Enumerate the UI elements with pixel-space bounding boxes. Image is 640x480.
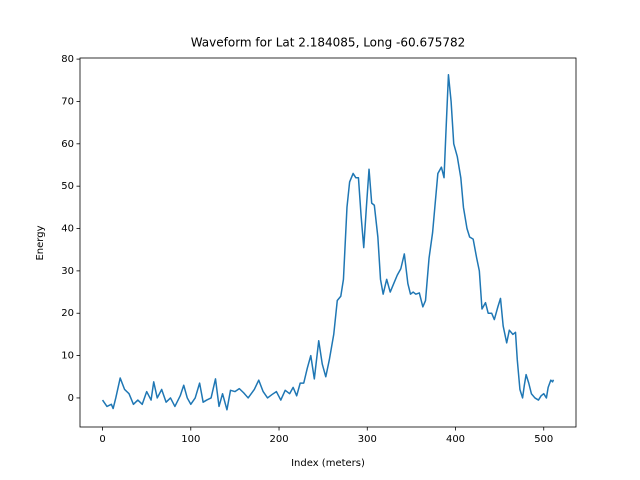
plot-frame <box>79 57 577 428</box>
y-tick-label: 0 <box>68 393 74 404</box>
y-axis-label: Energy <box>35 225 46 260</box>
x-tick-label: 0 <box>99 434 105 445</box>
y-tick-label: 10 <box>61 351 74 362</box>
x-axis-label: Index (meters) <box>291 458 365 469</box>
y-tick-label: 40 <box>61 224 74 235</box>
y-tick-label: 20 <box>61 308 74 319</box>
x-tick-label: 200 <box>269 434 288 445</box>
y-tick-label: 80 <box>61 54 74 65</box>
chart-title: Waveform for Lat 2.184085, Long -60.6757… <box>191 36 466 50</box>
y-tick-label: 30 <box>61 266 74 277</box>
y-tick-label: 70 <box>61 96 74 107</box>
data-line <box>101 74 555 411</box>
x-tick-label: 500 <box>534 434 553 445</box>
y-tick-label: 50 <box>61 181 74 192</box>
x-tick-label: 100 <box>181 434 200 445</box>
x-tick-label: 400 <box>446 434 465 445</box>
x-tick-label: 300 <box>358 434 377 445</box>
y-tick-label: 60 <box>61 139 74 150</box>
